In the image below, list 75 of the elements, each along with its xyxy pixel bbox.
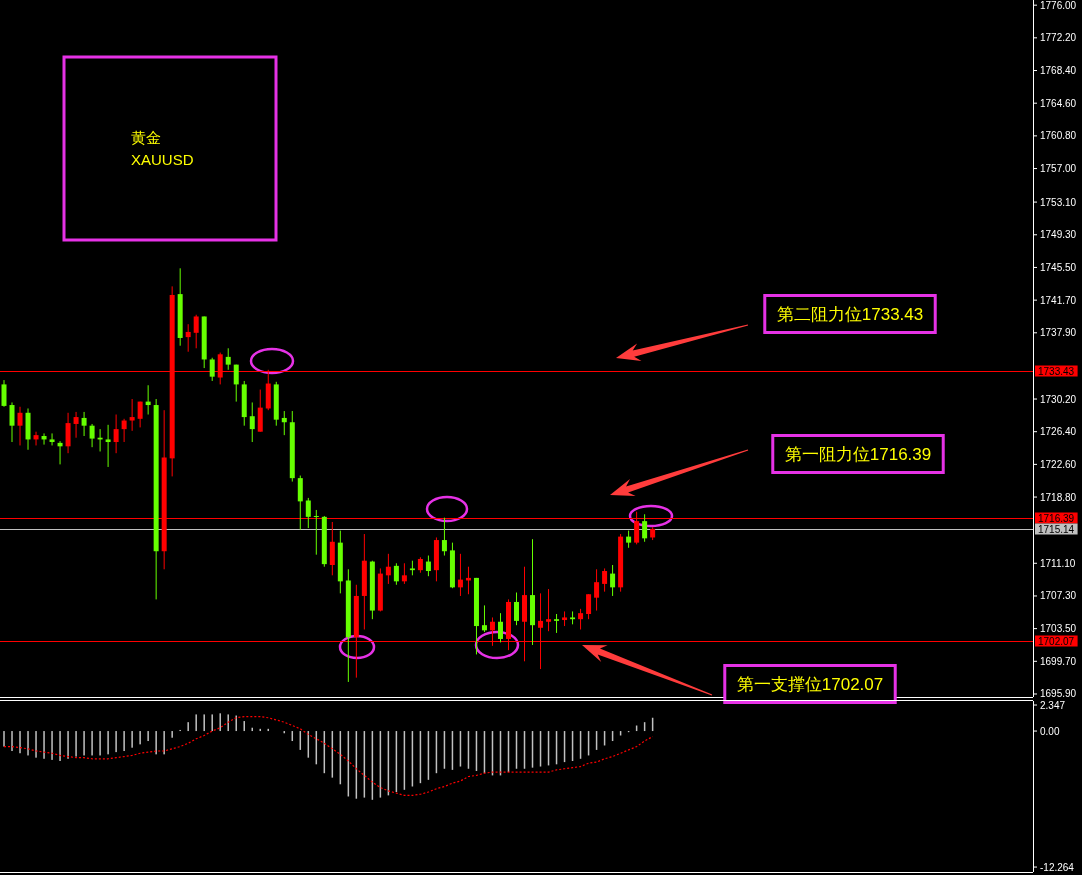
candlestick: [546, 588, 552, 632]
annotation: XAUUSD: [131, 150, 194, 168]
y-tick-label: 1745.50: [1040, 261, 1077, 273]
candlestick: [313, 509, 319, 556]
y-tick-label: 1703.50: [1040, 623, 1077, 635]
y-tick-label: 1695.90: [1040, 688, 1077, 700]
annotation: 第一支撑位1702.07: [736, 674, 884, 694]
candlestick: [9, 401, 15, 443]
y-tick-label: 0.00: [1040, 725, 1060, 737]
ref-line-label: 1716.39: [1038, 513, 1075, 524]
y-tick-label: 1768.40: [1040, 65, 1077, 77]
candlestick: [602, 567, 608, 593]
candlestick: [129, 398, 135, 432]
y-tick-label: 1722.60: [1040, 458, 1077, 470]
candlestick: [642, 513, 648, 543]
y-tick-label: 1741.70: [1040, 294, 1077, 306]
candlestick: [457, 553, 463, 597]
y-tick-label: 1764.60: [1040, 97, 1077, 109]
y-tick-label: 2.347: [1040, 699, 1066, 711]
candlestick: [305, 497, 311, 529]
candlestick: [65, 412, 71, 454]
candlestick: [33, 431, 39, 446]
y-tick-label: -12.264: [1040, 861, 1075, 873]
y-tick-label: 1749.30: [1040, 229, 1077, 241]
ref-line-label: 1733.43: [1038, 366, 1075, 377]
y-tick-label: 1737.90: [1040, 327, 1077, 339]
candlestick: [113, 414, 119, 454]
candlestick: [297, 475, 303, 531]
candlestick: [329, 521, 335, 576]
y-tick-label: 1699.70: [1040, 655, 1077, 667]
candlestick: [89, 423, 95, 448]
y-tick-label: 1757.00: [1040, 163, 1077, 175]
candlestick: [81, 411, 87, 437]
candlestick: [185, 323, 191, 353]
candlestick: [514, 592, 519, 626]
y-tick-label: 1730.20: [1040, 393, 1077, 405]
candlestick: [578, 608, 584, 630]
candlestick: [121, 418, 127, 443]
candlestick: [497, 612, 503, 643]
candlestick: [425, 555, 431, 577]
candlestick: [193, 314, 199, 349]
annotation: 第二阻力位1733.43: [776, 304, 924, 324]
annotation: 黄金: [131, 128, 161, 146]
ref-line-label: 1715.14: [1038, 524, 1075, 535]
candlestick: [249, 401, 255, 443]
candlestick: [49, 432, 55, 446]
annotation: 第一阻力位1716.39: [784, 444, 932, 464]
candlestick: [73, 411, 79, 439]
candlestick: [17, 406, 23, 446]
candlestick: [401, 562, 407, 585]
candlestick: [225, 347, 231, 371]
y-tick-label: 1776.00: [1040, 0, 1077, 11]
candlestick: [586, 593, 592, 620]
candlestick: [209, 357, 215, 382]
candlestick: [1, 379, 7, 408]
candlestick: [137, 401, 143, 428]
y-tick-label: 1726.40: [1040, 426, 1077, 438]
candlestick: [610, 564, 616, 597]
y-tick-label: 1707.30: [1040, 590, 1077, 602]
line-series: [3, 716, 654, 796]
candlestick: [481, 604, 487, 633]
candlestick: [554, 613, 560, 634]
y-tick-label: 1772.20: [1040, 32, 1077, 44]
candlestick: [105, 424, 111, 468]
ref-line-label: 1702.07: [1038, 636, 1075, 647]
candlestick: [385, 553, 391, 585]
y-tick-label: 1718.80: [1040, 491, 1077, 503]
candlestick: [441, 517, 447, 557]
candlestick: [281, 410, 287, 436]
y-tick-label: 1760.80: [1040, 130, 1077, 142]
y-tick-label: 1711.10: [1040, 557, 1076, 569]
candlestick: [393, 562, 399, 586]
candlestick: [233, 364, 239, 403]
candlestick: [594, 568, 600, 612]
y-tick-label: 1753.10: [1040, 196, 1077, 208]
